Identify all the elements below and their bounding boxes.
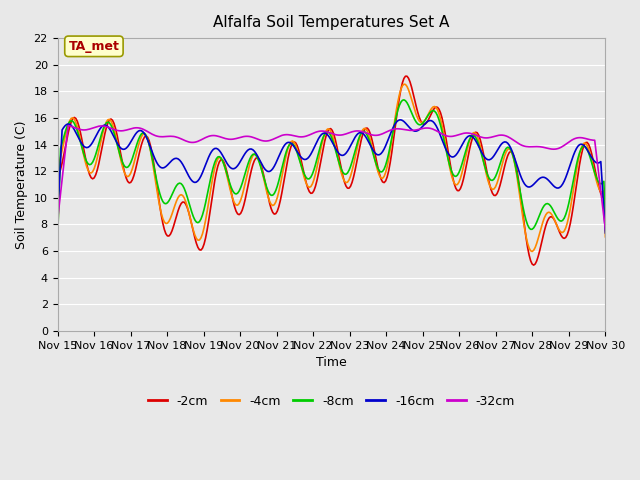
-4cm: [602, 234, 609, 240]
Line: -16cm: -16cm: [58, 120, 605, 233]
-8cm: [54, 240, 61, 245]
-32cm: [122, 127, 130, 133]
-8cm: [573, 162, 580, 168]
-8cm: [236, 188, 243, 194]
-32cm: [573, 135, 580, 141]
-4cm: [121, 170, 129, 176]
-2cm: [293, 143, 301, 148]
-16cm: [121, 146, 129, 152]
Legend: -2cm, -4cm, -8cm, -16cm, -32cm: -2cm, -4cm, -8cm, -16cm, -32cm: [143, 390, 520, 413]
-4cm: [293, 146, 301, 152]
-2cm: [602, 194, 609, 200]
-2cm: [574, 172, 582, 178]
-32cm: [246, 133, 253, 139]
-4cm: [528, 249, 536, 254]
-16cm: [236, 161, 243, 167]
-4cm: [574, 159, 582, 165]
-4cm: [236, 201, 243, 206]
-16cm: [573, 146, 580, 152]
-8cm: [602, 215, 609, 221]
Line: -4cm: -4cm: [58, 84, 605, 252]
-32cm: [295, 134, 303, 140]
-2cm: [530, 262, 538, 268]
-8cm: [121, 164, 129, 169]
-4cm: [54, 218, 61, 224]
-32cm: [602, 227, 609, 232]
-8cm: [217, 155, 225, 161]
-4cm: [400, 81, 408, 87]
-32cm: [218, 135, 226, 141]
-2cm: [217, 157, 225, 163]
Y-axis label: Soil Temperature (C): Soil Temperature (C): [15, 120, 28, 249]
Line: -8cm: -8cm: [58, 100, 605, 242]
-16cm: [244, 147, 252, 153]
Line: -32cm: -32cm: [58, 125, 605, 229]
-8cm: [293, 150, 301, 156]
-16cm: [397, 117, 404, 123]
-16cm: [54, 216, 61, 221]
-8cm: [400, 97, 408, 103]
-4cm: [244, 167, 252, 172]
-32cm: [65, 122, 72, 128]
X-axis label: Time: Time: [316, 356, 347, 369]
-2cm: [54, 251, 61, 256]
-16cm: [602, 230, 609, 236]
-2cm: [121, 170, 129, 176]
-4cm: [217, 155, 225, 161]
-32cm: [54, 217, 61, 223]
-2cm: [402, 73, 410, 79]
Text: TA_met: TA_met: [68, 40, 119, 53]
Title: Alfalfa Soil Temperatures Set A: Alfalfa Soil Temperatures Set A: [213, 15, 450, 30]
-16cm: [293, 148, 301, 154]
-16cm: [217, 150, 225, 156]
-32cm: [237, 134, 244, 140]
-8cm: [244, 160, 252, 166]
-2cm: [236, 212, 243, 217]
-2cm: [244, 181, 252, 187]
Line: -2cm: -2cm: [58, 76, 605, 265]
